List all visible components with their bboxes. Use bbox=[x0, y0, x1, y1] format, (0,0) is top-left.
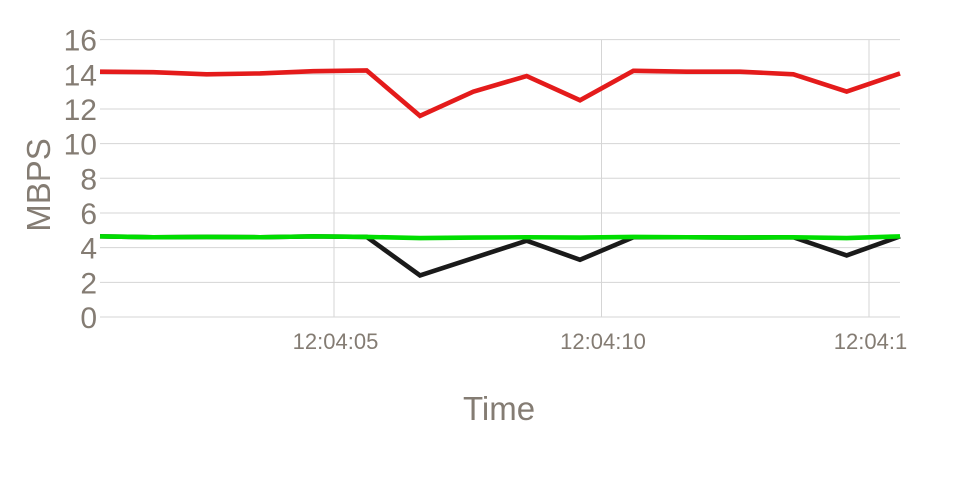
svg-text:6: 6 bbox=[80, 198, 97, 231]
svg-text:12:04:05: 12:04:05 bbox=[293, 329, 379, 354]
svg-text:12:04:10: 12:04:10 bbox=[560, 329, 646, 354]
svg-text:12:04:1: 12:04:1 bbox=[834, 329, 907, 354]
svg-text:MBPS: MBPS bbox=[20, 138, 57, 232]
svg-text:0: 0 bbox=[80, 302, 97, 335]
svg-text:8: 8 bbox=[80, 163, 97, 196]
svg-text:Time: Time bbox=[463, 390, 535, 427]
svg-text:4: 4 bbox=[80, 233, 97, 266]
svg-text:12: 12 bbox=[64, 94, 97, 127]
svg-text:10: 10 bbox=[64, 129, 97, 162]
svg-text:16: 16 bbox=[64, 25, 97, 58]
svg-text:2: 2 bbox=[80, 267, 97, 300]
svg-text:14: 14 bbox=[64, 59, 97, 92]
